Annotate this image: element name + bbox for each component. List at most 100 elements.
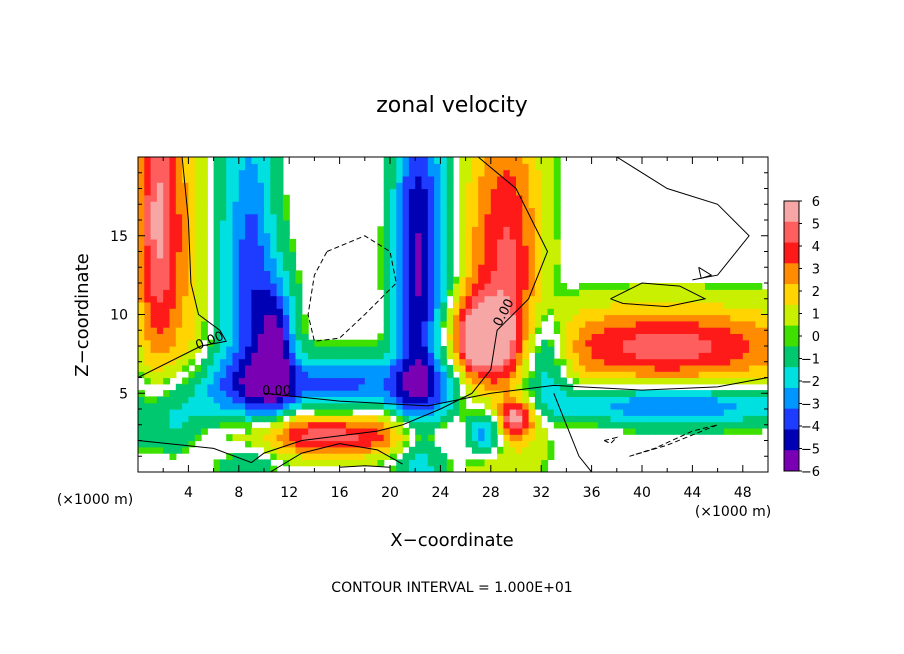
heat-cell — [201, 327, 208, 334]
heat-cell — [333, 358, 341, 366]
heat-cell — [175, 308, 183, 316]
heat-cell — [238, 346, 246, 353]
heat-cell — [232, 188, 240, 196]
heat-cell — [585, 295, 593, 303]
heat-cell — [232, 163, 240, 171]
heat-cell — [755, 421, 763, 429]
heat-cell — [566, 409, 574, 416]
heat-cell — [226, 314, 234, 322]
heat-cell — [459, 320, 467, 328]
heat-cell — [547, 257, 555, 265]
heat-cell — [282, 352, 290, 360]
heat-cell — [465, 440, 473, 448]
heat-cell — [156, 327, 164, 334]
heat-cell — [749, 371, 756, 379]
heat-cell — [623, 364, 630, 372]
heat-cell — [471, 157, 479, 164]
heat-cell — [194, 333, 202, 341]
heat-cell — [257, 333, 265, 341]
heat-cell — [534, 213, 542, 221]
heat-cell — [402, 251, 410, 259]
heat-cell — [364, 358, 372, 366]
heat-cell — [245, 257, 252, 265]
heat-cell — [541, 301, 549, 309]
heat-cell — [616, 377, 624, 385]
heat-cell — [434, 346, 441, 353]
heat-cell — [497, 201, 504, 208]
heat-cell — [163, 421, 171, 429]
heat-cell — [188, 371, 196, 379]
heat-cell — [453, 352, 460, 360]
heat-cell — [232, 371, 240, 379]
heat-cell — [377, 226, 385, 234]
heat-cell — [295, 421, 303, 429]
heat-cell — [471, 371, 479, 379]
heat-cell — [295, 314, 303, 322]
heat-cell — [730, 301, 738, 309]
heat-cell — [232, 465, 240, 472]
heat-cell — [320, 364, 328, 372]
heat-cell — [440, 314, 448, 322]
heat-cell — [169, 339, 177, 347]
heat-cell — [509, 415, 517, 423]
heat-cell — [257, 270, 265, 278]
heat-cell — [427, 320, 435, 328]
heat-cell — [226, 301, 234, 309]
heat-cell — [402, 289, 410, 297]
heat-cell — [138, 352, 145, 360]
heat-cell — [415, 465, 423, 472]
heat-cell — [308, 383, 315, 391]
heat-cell — [238, 320, 246, 328]
heat-cell — [723, 327, 731, 334]
heat-cell — [182, 383, 189, 391]
heat-cell — [194, 169, 202, 177]
heat-cell — [383, 232, 391, 240]
heat-cell — [616, 320, 624, 328]
heat-cell — [579, 283, 586, 290]
heat-cell — [270, 251, 278, 259]
heat-cell — [484, 264, 492, 271]
heat-cell — [560, 402, 567, 410]
heat-cell — [522, 396, 530, 404]
heat-cell — [339, 358, 347, 366]
heat-cell — [673, 333, 681, 341]
heat-cell — [553, 169, 561, 177]
heat-cell — [604, 352, 612, 360]
heat-cell — [465, 459, 473, 467]
heat-cell — [547, 308, 555, 316]
heat-cell — [528, 251, 536, 259]
heat-cell — [138, 194, 145, 202]
heat-cell — [553, 390, 561, 397]
heat-cell — [402, 175, 410, 183]
heat-cell — [264, 339, 271, 347]
heat-cell — [446, 257, 454, 265]
heat-cell — [509, 421, 517, 429]
heat-cell — [490, 264, 498, 271]
heat-cell — [610, 415, 618, 423]
heat-cell — [371, 459, 378, 467]
heat-cell — [415, 295, 423, 303]
heat-cell — [509, 295, 517, 303]
heat-cell — [163, 327, 171, 334]
heat-cell — [528, 314, 536, 322]
heat-cell — [440, 358, 448, 366]
heat-cell — [440, 163, 448, 171]
heat-cell — [396, 251, 404, 259]
heat-cell — [560, 314, 567, 322]
heat-cell — [251, 427, 259, 435]
heat-cell — [270, 346, 278, 353]
colorbar-swatch — [784, 263, 799, 285]
heat-cell — [484, 157, 492, 164]
heat-cell — [396, 264, 404, 271]
heat-cell — [282, 301, 290, 309]
heat-cell — [169, 390, 177, 397]
heat-cell — [541, 465, 549, 472]
x-unit-right: (×1000 m) — [695, 504, 771, 520]
heat-cell — [232, 421, 240, 429]
heat-cell — [226, 157, 234, 164]
heat-cell — [289, 245, 297, 253]
heat-cell — [591, 333, 599, 341]
heat-cell — [446, 207, 454, 215]
heat-cell — [251, 270, 259, 278]
heat-cell — [232, 283, 240, 290]
